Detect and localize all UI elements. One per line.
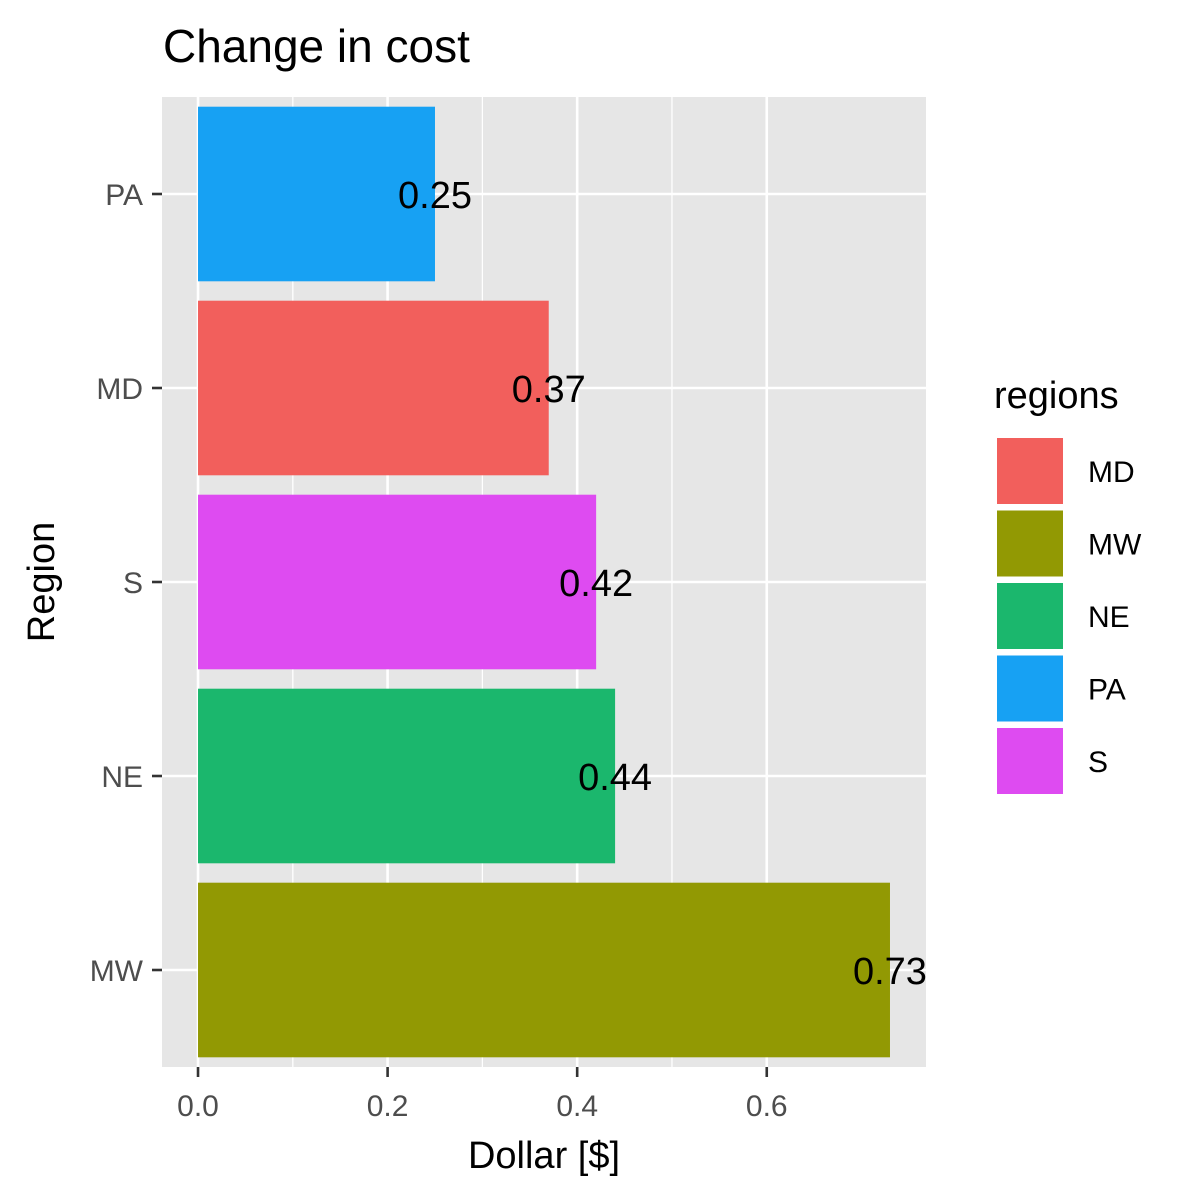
- y-tick-label: MW: [90, 955, 144, 988]
- bar-ne: [198, 688, 616, 864]
- legend-label-ne: NE: [1088, 601, 1130, 634]
- x-axis-title: Dollar [$]: [468, 1135, 620, 1177]
- bar-md: [198, 300, 549, 476]
- data-label-mw: 0.73: [853, 951, 927, 993]
- data-labels: 0.25 0.37 0.42 0.44 0.73: [398, 175, 927, 993]
- bar-s: [198, 494, 597, 670]
- legend-key-mw: [997, 510, 1063, 577]
- data-label-pa: 0.25: [398, 175, 472, 217]
- data-label-s: 0.42: [559, 563, 633, 605]
- y-axis-title: Region: [21, 522, 63, 642]
- legend-items: MD MW NE PA S: [997, 438, 1142, 794]
- y-tick-label: NE: [101, 761, 143, 794]
- legend-key-md: [997, 438, 1063, 504]
- legend-key-s: [997, 728, 1063, 794]
- data-label-md: 0.37: [512, 369, 586, 411]
- y-tick-label: S: [123, 567, 143, 600]
- legend: regions MD MW NE PA S: [994, 375, 1142, 794]
- bar-pa: [198, 106, 435, 282]
- x-tick-label: 0.0: [177, 1090, 219, 1123]
- chart-title: Change in cost: [163, 20, 470, 72]
- legend-label-s: S: [1088, 746, 1108, 779]
- x-tick-label: 0.4: [556, 1090, 598, 1123]
- y-tick-label: MD: [96, 373, 143, 406]
- legend-label-pa: PA: [1088, 674, 1126, 707]
- y-axis: PA MD S NE MW: [90, 179, 162, 988]
- legend-label-mw: MW: [1088, 529, 1142, 562]
- x-tick-label: 0.6: [746, 1090, 788, 1123]
- x-axis: 0.0 0.2 0.4 0.6: [177, 1067, 788, 1123]
- bar-mw: [198, 882, 890, 1058]
- y-tick-label: PA: [105, 179, 143, 212]
- legend-label-md: MD: [1088, 456, 1135, 489]
- legend-title: regions: [994, 375, 1119, 417]
- legend-key-pa: [997, 655, 1063, 722]
- bars: [198, 106, 890, 1058]
- legend-key-ne: [997, 583, 1063, 649]
- data-label-ne: 0.44: [578, 757, 652, 799]
- x-tick-label: 0.2: [367, 1090, 409, 1123]
